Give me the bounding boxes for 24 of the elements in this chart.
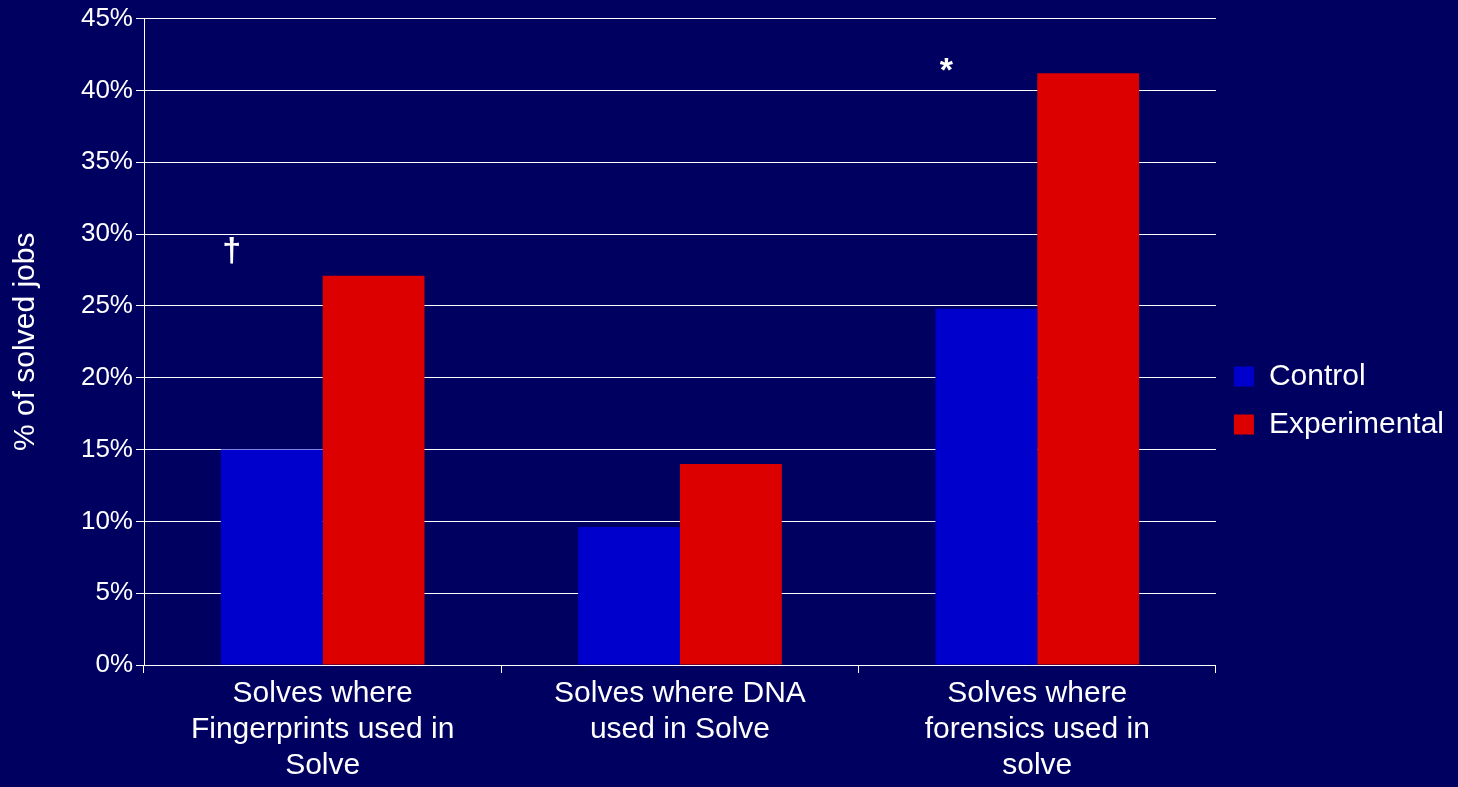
legend-label: Experimental bbox=[1268, 405, 1444, 439]
y-axis-title: % of solved jobs bbox=[7, 232, 41, 452]
annotation: † bbox=[222, 230, 242, 269]
y-tick-label: 35% bbox=[80, 145, 133, 176]
x-tick-label: Solves where forensics used in solve bbox=[924, 675, 1150, 781]
bar bbox=[220, 449, 323, 665]
bar bbox=[1037, 73, 1140, 665]
y-tick-label: 45% bbox=[80, 1, 133, 32]
bar bbox=[322, 275, 425, 665]
y-tick-label: 25% bbox=[80, 289, 133, 320]
bar bbox=[679, 463, 782, 665]
y-tick-label: 5% bbox=[95, 576, 133, 607]
bar bbox=[935, 308, 1038, 665]
bar bbox=[578, 527, 680, 665]
y-tick-label: 15% bbox=[80, 432, 133, 463]
y-tick-label: 40% bbox=[80, 73, 133, 104]
y-tick-label: 10% bbox=[80, 504, 133, 535]
y-tick-label: 30% bbox=[80, 217, 133, 248]
y-tick-label: 0% bbox=[95, 648, 133, 679]
x-tick-label: Solves where DNA used in Solve bbox=[554, 675, 806, 745]
y-tick-label: 20% bbox=[80, 360, 133, 391]
annotation: * bbox=[939, 50, 954, 89]
x-tick-label: Solves where Fingerprints used in Solve bbox=[190, 675, 455, 781]
legend-label: Control bbox=[1268, 357, 1366, 391]
